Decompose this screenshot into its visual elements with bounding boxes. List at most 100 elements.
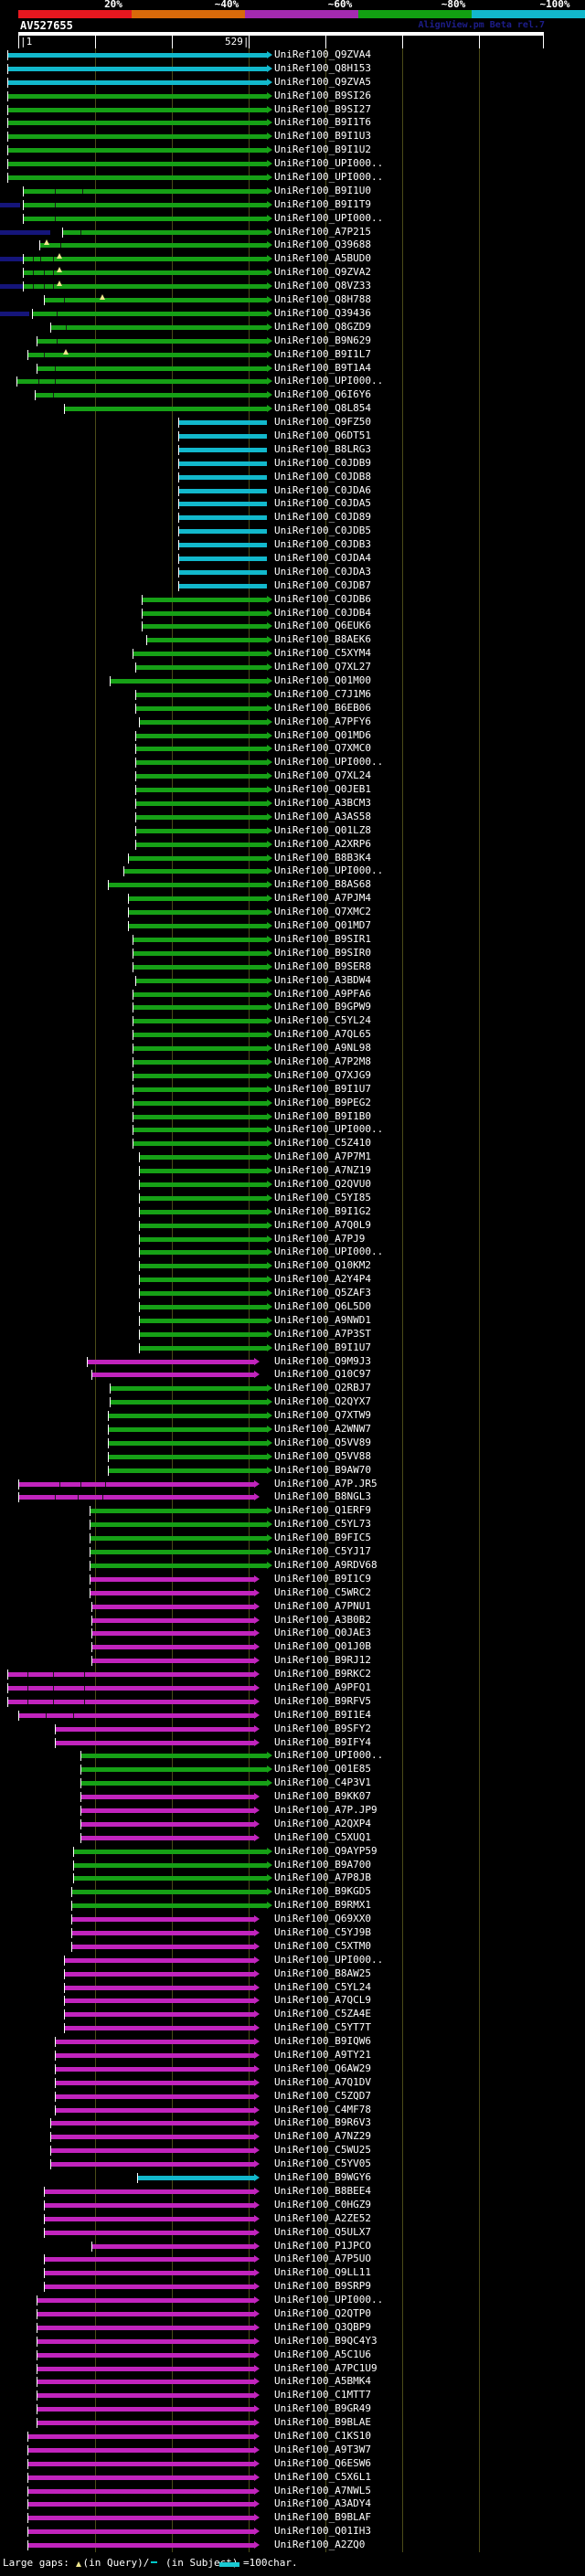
hit-label[interactable]: UniRef100_B9RKC2	[274, 1668, 371, 1680]
hsp-bar[interactable]	[129, 910, 267, 916]
alignment-row[interactable]: UniRef100_A9NWD1	[0, 1314, 585, 1328]
hsp-bar[interactable]	[140, 1155, 267, 1161]
hsp-bar[interactable]	[179, 502, 267, 507]
hit-label[interactable]: UniRef100_UPI000..	[274, 211, 384, 224]
alignment-row[interactable]: UniRef100_B9SER8	[0, 960, 585, 974]
alignment-row[interactable]: UniRef100_UPI000..	[0, 1246, 585, 1259]
hit-label[interactable]: UniRef100_Q7XMC0	[274, 742, 371, 755]
alignment-row[interactable]: UniRef100_C5YT7T	[0, 2021, 585, 2035]
hit-label[interactable]: UniRef100_A7PC1U9	[274, 2361, 378, 2374]
hsp-bar[interactable]	[24, 284, 267, 290]
alignment-row[interactable]: UniRef100_Q01E85	[0, 1763, 585, 1776]
hit-label[interactable]: UniRef100_UPI000..	[274, 756, 384, 769]
hit-label[interactable]: UniRef100_A9T3W7	[274, 2443, 371, 2455]
alignment-row[interactable]: UniRef100_A7P2M8	[0, 1055, 585, 1069]
alignment-row[interactable]: UniRef100_C5YL24	[0, 1014, 585, 1028]
alignment-row[interactable]: UniRef100_B8LRG3	[0, 443, 585, 457]
hit-label[interactable]: UniRef100_A7P215	[274, 225, 371, 238]
hsp-bar[interactable]	[51, 2135, 254, 2140]
hsp-bar[interactable]	[74, 1876, 267, 1882]
hsp-bar[interactable]	[37, 2380, 254, 2385]
alignment-row[interactable]: UniRef100_Q01LZ8	[0, 824, 585, 838]
alignment-row[interactable]: UniRef100_Q9AYP59	[0, 1845, 585, 1859]
alignment-row[interactable]: UniRef100_Q8VZ33	[0, 280, 585, 293]
alignment-row[interactable]: UniRef100_Q7XL27	[0, 661, 585, 674]
hsp-bar[interactable]	[140, 1250, 267, 1256]
hsp-bar[interactable]	[124, 869, 267, 875]
alignment-row[interactable]: UniRef100_A7QCL9	[0, 1994, 585, 2008]
hit-label[interactable]: UniRef100_A7PNU1	[274, 1599, 371, 1612]
hit-label[interactable]: UniRef100_Q7XTW9	[274, 1409, 371, 1422]
alignment-row[interactable]: UniRef100_B9SFY2	[0, 1723, 585, 1736]
hsp-bar[interactable]	[8, 107, 267, 112]
alignment-row[interactable]: UniRef100_A7Q0L9	[0, 1219, 585, 1233]
hit-label[interactable]: UniRef100_B9BLAF	[274, 2511, 371, 2524]
hsp-bar[interactable]	[109, 1454, 267, 1459]
hit-label[interactable]: UniRef100_A5C1U6	[274, 2348, 371, 2360]
alignment-row[interactable]: UniRef100_C7J1M6	[0, 688, 585, 702]
hsp-bar[interactable]	[140, 1318, 267, 1323]
hit-label[interactable]: UniRef100_UPI000..	[274, 1123, 384, 1136]
alignment-row[interactable]: UniRef100_B9IQW6	[0, 2035, 585, 2049]
alignment-row[interactable]: UniRef100_A7PJM4	[0, 892, 585, 906]
alignment-row[interactable]: UniRef100_C0JDA6	[0, 484, 585, 498]
hit-label[interactable]: UniRef100_C5YT7T	[274, 2021, 371, 2034]
alignment-row[interactable]: UniRef100_B9I1T6	[0, 116, 585, 130]
hsp-bar[interactable]	[179, 433, 267, 439]
alignment-row[interactable]: UniRef100_Q9ZVA2	[0, 266, 585, 280]
hit-label[interactable]: UniRef100_UPI000..	[274, 375, 384, 387]
alignment-row[interactable]: UniRef100_Q9M9J3	[0, 1355, 585, 1369]
alignment-row[interactable]: UniRef100_Q9ZVA4	[0, 48, 585, 62]
alignment-row[interactable]: UniRef100_A9TY21	[0, 2049, 585, 2062]
hsp-bar[interactable]	[74, 1849, 267, 1854]
hsp-bar[interactable]	[147, 638, 267, 643]
hsp-bar[interactable]	[8, 121, 267, 126]
alignment-row[interactable]: UniRef100_C0JDB3	[0, 538, 585, 552]
hsp-bar[interactable]	[81, 1821, 254, 1827]
hit-label[interactable]: UniRef100_A2WNW7	[274, 1423, 371, 1436]
alignment-row[interactable]: UniRef100_B9FIC5	[0, 1532, 585, 1545]
hsp-bar[interactable]	[179, 569, 267, 575]
alignment-row[interactable]: UniRef100_Q7XL24	[0, 769, 585, 783]
alignment-row[interactable]: UniRef100_C5XUQ1	[0, 1831, 585, 1845]
hit-label[interactable]: UniRef100_A7Q1DV	[274, 2075, 371, 2088]
hit-label[interactable]: UniRef100_Q01IH3	[274, 2525, 371, 2538]
hit-label[interactable]: UniRef100_Q2QVU0	[274, 1177, 371, 1190]
hsp-bar[interactable]	[133, 1033, 267, 1038]
alignment-row[interactable]: UniRef100_C5WU25	[0, 2144, 585, 2157]
alignment-row[interactable]: UniRef100_C0JDA4	[0, 552, 585, 566]
hsp-bar[interactable]	[109, 1414, 267, 1419]
alignment-row[interactable]: UniRef100_Q5VV89	[0, 1436, 585, 1450]
alignment-row[interactable]: UniRef100_A7PJ9	[0, 1233, 585, 1246]
alignment-row[interactable]: UniRef100_UPI000..	[0, 864, 585, 878]
hit-label[interactable]: UniRef100_Q9ZVA5	[274, 75, 371, 88]
hsp-bar[interactable]	[81, 1807, 254, 1813]
hsp-bar[interactable]	[136, 665, 267, 671]
alignment-row[interactable]: UniRef100_Q2QYX7	[0, 1395, 585, 1409]
alignment-row[interactable]: UniRef100_Q6I6Y6	[0, 388, 585, 402]
hit-label[interactable]: UniRef100_UPI000..	[274, 1749, 384, 1762]
hsp-bar[interactable]	[140, 1169, 267, 1174]
hit-label[interactable]: UniRef100_C0JDA5	[274, 497, 371, 510]
hit-label[interactable]: UniRef100_UPI000..	[274, 1246, 384, 1258]
hsp-bar[interactable]	[133, 1046, 267, 1052]
alignment-row[interactable]: UniRef100_UPI000..	[0, 1749, 585, 1763]
hit-label[interactable]: UniRef100_B9I1U7	[274, 1341, 371, 1353]
hit-label[interactable]: UniRef100_UPI000..	[274, 864, 384, 877]
hsp-bar[interactable]	[179, 515, 267, 521]
alignment-row[interactable]: UniRef100_B9I1U3	[0, 130, 585, 143]
alignment-row[interactable]: UniRef100_A3AS58	[0, 811, 585, 824]
hsp-bar[interactable]	[140, 1291, 267, 1297]
hit-label[interactable]: UniRef100_B9SRP9	[274, 2280, 371, 2293]
alignment-row[interactable]: UniRef100_C0JDB8	[0, 471, 585, 484]
alignment-row[interactable]: UniRef100_B9QC4Y3	[0, 2335, 585, 2348]
hsp-bar[interactable]	[136, 978, 267, 983]
hsp-bar[interactable]	[179, 583, 267, 588]
hit-label[interactable]: UniRef100_B9RJ12	[274, 1654, 371, 1667]
hit-label[interactable]: UniRef100_C1KS10	[274, 2429, 371, 2442]
hsp-bar[interactable]	[8, 66, 267, 71]
hit-label[interactable]: UniRef100_Q7XL27	[274, 661, 371, 673]
alignment-row[interactable]: UniRef100_A2ZE52	[0, 2212, 585, 2226]
hsp-bar[interactable]	[111, 1400, 267, 1405]
hit-label[interactable]: UniRef100_C5Z410	[274, 1137, 371, 1150]
